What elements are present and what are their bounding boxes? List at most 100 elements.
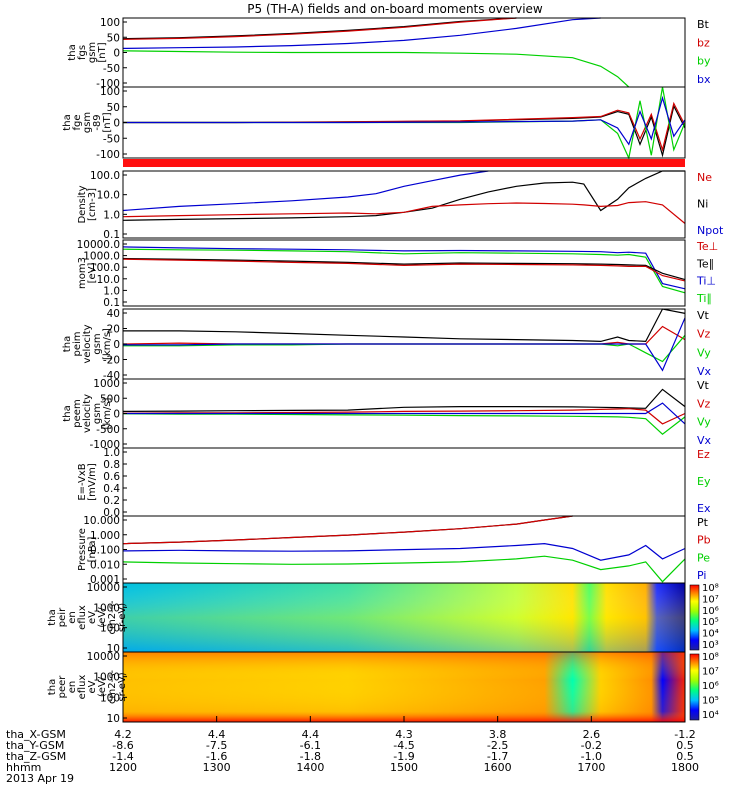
y-axis-label: tha peem velocity gsm [km/s] [62, 394, 113, 433]
y-tick-label: 1.000 [90, 530, 120, 542]
y-label-line: (eV/ [97, 676, 108, 697]
series-Vy [122, 413, 686, 435]
y-tick-label: 10.0 [97, 190, 120, 202]
y-tick-label: 0.8 [103, 459, 120, 471]
legend-bz: bz [697, 36, 710, 49]
legend-Vt: Vt [697, 309, 710, 322]
orbit-value: 0.5 [676, 739, 694, 752]
series-bz [122, 17, 517, 40]
panel-fge: 100 50 0 -50 -100 tha fge gsm -89 [nT] [62, 86, 686, 161]
y-tick-label: 0 [113, 48, 120, 60]
y-label-line: en [67, 681, 78, 694]
y-axis-label: tha peir en eflux eV (eV/cm2-s-sr-eV) [47, 600, 128, 634]
y-label-line: [nT] [102, 112, 113, 132]
y-axis-label: tha peer en eflux eV (eV/cm2-s-sr-eV) [47, 670, 128, 704]
colorbar [689, 584, 700, 651]
legend-Te⊥: Te⊥ [696, 240, 718, 253]
y-tick-label: 100 [100, 86, 120, 98]
colorbar-tick: 10⁷ [702, 594, 719, 605]
colorbar-tick: 10⁶ [702, 606, 719, 617]
series-Te∥ [122, 257, 686, 281]
y-label-line: gsm [92, 403, 103, 424]
y-tick-label: 0.6 [103, 471, 120, 483]
legend-Vx: Vx [697, 434, 712, 447]
legend-Ne: Ne [697, 171, 712, 184]
orbit-value: -1.6 [206, 750, 227, 763]
series-bx [123, 95, 686, 146]
y-tick-label: 1000 [93, 378, 120, 390]
y-tick-label: 1000 [93, 602, 120, 614]
series-Ni [122, 170, 685, 221]
y-tick-label: 40 [107, 308, 120, 320]
orbit-value: -1.0 [581, 750, 602, 763]
legend-Vy: Vy [697, 346, 711, 359]
y-tick-label: 10 [107, 713, 120, 725]
date-label: 2013 Apr 19 [6, 772, 74, 785]
separator-band [123, 159, 685, 167]
series-Pi [122, 542, 686, 561]
y-tick-label: 10000 [87, 651, 120, 663]
legend-Vt: Vt [697, 379, 710, 392]
y-label-line: tha [67, 44, 78, 60]
y-label-line: sr-eV) [117, 672, 128, 701]
panel-frame [122, 239, 686, 307]
colorbar-tick: 10⁴ [702, 629, 719, 640]
series-Bt [123, 104, 686, 158]
y-tick-label: 100 [100, 692, 120, 704]
y-tick-label: 0.001 [90, 574, 120, 586]
y-tick-label: 1.0 [103, 209, 120, 221]
series-bx [122, 17, 601, 49]
y-axis-label: tha peim velocity gsm [km/s] [62, 324, 113, 363]
y-label-line: mom3 [77, 257, 88, 289]
y-tick-label: -20 [103, 355, 120, 367]
legend-Ex: Ex [697, 502, 711, 515]
panel-frame [122, 447, 686, 517]
y-axis-label: tha fgs gsm [nT] [67, 42, 108, 63]
y-label-line: [eV] [87, 263, 98, 284]
y-label-line: peim [72, 331, 83, 356]
y-tick-label: 100 [100, 17, 120, 29]
y-tick-label: -50 [103, 63, 120, 75]
colorbar-tick: 10⁷ [702, 667, 719, 678]
orbit-value: 1500 [390, 761, 418, 774]
y-label-line: [km/s] [102, 328, 113, 360]
orbit-value: -2.5 [487, 739, 508, 752]
series-by [122, 50, 630, 88]
orbit-value: -8.6 [112, 739, 133, 752]
orbit-value: 1800 [671, 761, 699, 774]
y-tick-label: 50 [107, 32, 120, 44]
orbit-value: -1.2 [674, 728, 695, 741]
panel-mom: Te⊥ Te∥ Ti⊥ Ti∥ 10000.01000.0100.010.01.00.1… [77, 239, 719, 309]
orbit-value: -1.4 [112, 750, 133, 763]
orbit-label-hhmm: hhmm [6, 761, 41, 774]
y-tick-label: -100 [96, 149, 120, 161]
y-tick-label: 100.0 [90, 170, 120, 182]
orbit-value: 1200 [109, 761, 137, 774]
y-label-line: E=-VxB [77, 463, 88, 500]
y-tick-label: -40 [103, 370, 120, 382]
series-Pb [122, 515, 573, 545]
orbit-value: -6.1 [300, 739, 321, 752]
y-tick-label: 0.0 [103, 507, 120, 519]
y-tick-label: 0.1 [103, 297, 120, 309]
y-tick-label: -50 [103, 133, 120, 145]
legend-Ez: Ez [697, 448, 710, 461]
series-Pe [122, 555, 686, 583]
y-label-line: eflux [77, 605, 88, 630]
orbit-value: 0.5 [676, 750, 694, 763]
series-Te⊥ [122, 258, 686, 282]
panel-peim: Vt Vz Vy Vx 40 20 0 -20 -40 tha peim velocity gsm [km… [62, 308, 712, 382]
y-label-line: fge [72, 114, 83, 130]
y-axis-label: tha fge gsm -89 [nT] [62, 112, 113, 133]
y-tick-label: 0 [113, 118, 120, 130]
legend-bx: bx [697, 73, 711, 86]
series-Bt [122, 17, 517, 40]
y-label-line: eV [87, 611, 98, 624]
spectrogram-overlay [123, 583, 685, 652]
series-Vz [122, 408, 686, 425]
y-tick-label: 0.010 [90, 559, 120, 571]
series-Vt [123, 308, 686, 343]
y-tick-label: 0.2 [103, 495, 120, 507]
y-label-line: eV [87, 680, 98, 693]
